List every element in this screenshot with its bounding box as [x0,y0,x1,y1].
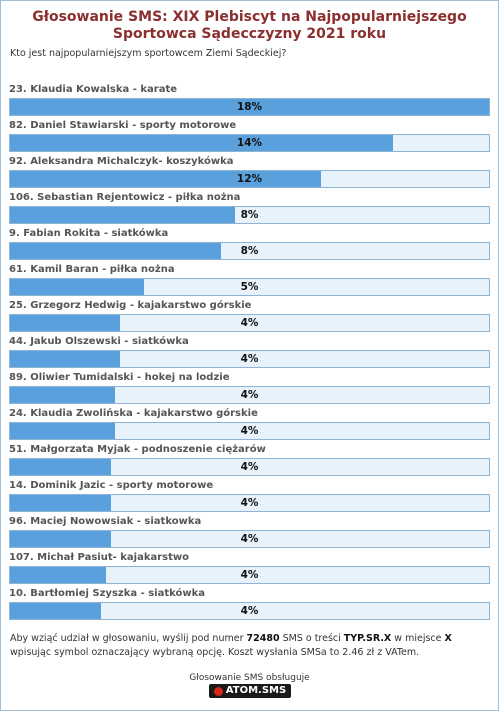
option-bar: 14% [9,134,490,152]
poll-option: 44. Jakub Olszewski - siatkówka 4% [9,335,490,371]
option-bar: 18% [9,98,490,116]
footer-text-1: Aby wziąć udział w głosowaniu, wyślij po… [10,633,247,644]
poll-option: 107. Michał Pasiut- kajakarstwo 4% [9,551,490,587]
sms-placeholder-x: X [444,633,452,644]
option-label: 51. Małgorzata Myjak - podnoszenie cięża… [9,444,266,455]
atom-sms-logo[interactable]: ATOM.SMS [209,684,291,698]
sms-code: TYP.SR.X [343,633,392,644]
poll-option: 14. Dominik Jazic - sporty motorowe 4% [9,479,490,515]
option-percent: 4% [240,605,259,617]
poll-option: 51. Małgorzata Myjak - podnoszenie cięża… [9,443,490,479]
provider-label: Głosowanie SMS obsługuje [189,673,310,683]
poll-options-list: 23. Klaudia Kowalska - karate 18% 82. Dani… [9,83,490,623]
option-bar-fill [10,279,145,295]
option-bar: 4% [9,350,490,368]
option-percent: 4% [240,425,259,437]
option-percent: 14% [236,137,263,149]
option-bar: 4% [9,566,490,584]
option-percent: 8% [240,245,259,257]
sms-number: 72480 [246,633,280,644]
option-bar-fill [10,351,121,367]
option-label: 44. Jakub Olszewski - siatkówka [9,336,189,347]
option-label: 9. Fabian Rokita - siatkówka [9,228,169,239]
option-label: 14. Dominik Jazic - sporty motorowe [9,480,214,491]
option-label: 82. Daniel Stawiarski - sporty motorowe [9,120,237,131]
option-bar-fill [10,567,106,583]
poll-option: 25. Grzegorz Hedwig - kajakarstwo górski… [9,299,490,335]
poll-option: 106. Sebastian Rejentowicz - piłka nożna… [9,191,490,227]
logo-text: ATOM.SMS [225,685,287,696]
option-bar-fill [10,423,116,439]
option-bar-fill [10,243,221,259]
option-label: 107. Michał Pasiut- kajakarstwo [9,552,189,563]
option-bar-fill [10,459,111,475]
poll-option: 89. Oliwier Tumidalski - hokej na lodzie… [9,371,490,407]
option-percent: 4% [240,569,259,581]
option-label: 10. Bartłomiej Szyszka - siatkówka [9,588,206,599]
poll-option: 24. Klaudia Zwolińska - kajakarstwo górs… [9,407,490,443]
option-percent: 8% [240,209,259,221]
option-label: 23. Klaudia Kowalska - karate [9,84,178,95]
poll-option: 10. Bartłomiej Szyszka - siatkówka 4% [9,587,490,623]
option-percent: 4% [240,533,259,545]
option-label: 25. Grzegorz Hedwig - kajakarstwo górski… [9,300,252,311]
option-label: 92. Aleksandra Michalczyk- koszykówka [9,156,234,167]
poll-option: 92. Aleksandra Michalczyk- koszykówka 12% [9,155,490,191]
option-bar: 4% [9,386,490,404]
option-percent: 4% [240,353,259,365]
logo-dot-icon [213,686,223,696]
option-bar: 8% [9,242,490,260]
poll-option: 82. Daniel Stawiarski - sporty motorowe 1… [9,119,490,155]
option-bar-fill [10,171,322,187]
option-bar: 4% [9,494,490,512]
option-label: 89. Oliwier Tumidalski - hokej na lodzie [9,372,230,383]
option-percent: 4% [240,497,259,509]
poll-title-line2: Sportowca Sądecczyzny 2021 roku [112,26,387,42]
option-bar: 5% [9,278,490,296]
option-bar: 12% [9,170,490,188]
footer-text-3: w miejsce [391,633,445,644]
option-label: 96. Maciej Nowowsiak - siatkowka [9,516,202,527]
option-percent: 4% [240,317,259,329]
option-bar: 4% [9,458,490,476]
option-percent: 5% [240,281,259,293]
poll-option: 61. Kamil Baran - piłka nożna 5% [9,263,490,299]
option-label: 24. Klaudia Zwolińska - kajakarstwo górs… [9,408,258,419]
option-bar-fill [10,495,111,511]
option-bar-fill [10,99,489,115]
option-label: 106. Sebastian Rejentowicz - piłka nożna [9,192,241,203]
option-bar: 8% [9,206,490,224]
footer-text-2: SMS o treści [279,633,344,644]
option-percent: 18% [236,101,263,113]
poll-option: 23. Klaudia Kowalska - karate 18% [9,83,490,119]
poll-title: Głosowanie SMS: XIX Plebiscyt na Najpopu… [0,9,499,43]
option-bar-fill [10,207,236,223]
option-bar: 4% [9,602,490,620]
footer-text-4: wpisując symbol oznaczający wybraną opcj… [10,647,420,658]
option-percent: 4% [240,461,259,473]
poll-question: Kto jest najpopularniejszym sportowcem Z… [10,48,287,59]
poll-title-line1: Głosowanie SMS: XIX Plebiscyt na Najpopu… [32,9,467,25]
option-bar-fill [10,603,101,619]
option-bar: 4% [9,530,490,548]
poll-option: 9. Fabian Rokita - siatkówka 8% [9,227,490,263]
option-label: 61. Kamil Baran - piłka nożna [9,264,175,275]
footer-instructions: Aby wziąć udział w głosowaniu, wyślij po… [10,632,488,660]
option-bar-fill [10,315,121,331]
option-bar-fill [10,531,111,547]
option-bar: 4% [9,314,490,332]
option-percent: 4% [240,389,259,401]
poll-option: 96. Maciej Nowowsiak - siatkowka 4% [9,515,490,551]
option-bar: 4% [9,422,490,440]
option-percent: 12% [236,173,263,185]
option-bar-fill [10,387,116,403]
option-bar-fill [10,135,394,151]
